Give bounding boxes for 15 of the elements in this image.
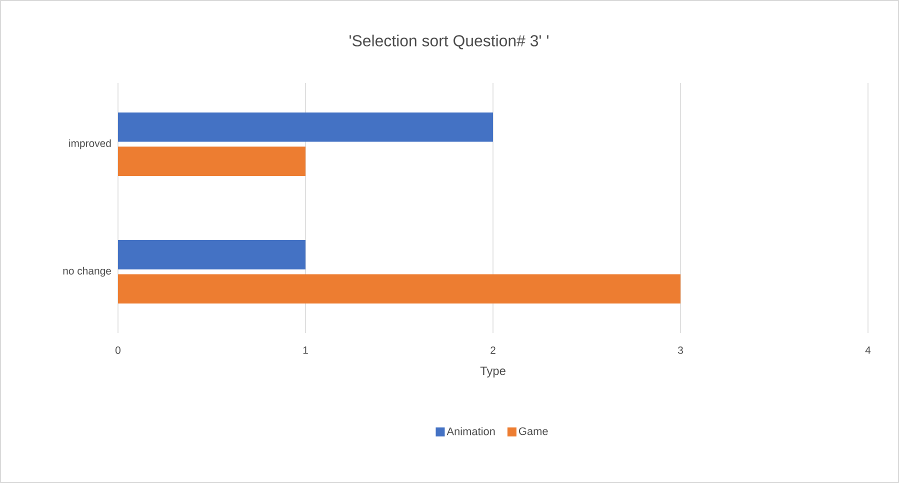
chart-title: 'Selection sort Question# 3' ': [350, 34, 548, 50]
x-tick-label: 2: [490, 346, 496, 354]
x-tick-label: 3: [678, 346, 683, 354]
x-tick-label: 1: [303, 346, 308, 354]
bar: [118, 112, 494, 142]
bar: [118, 274, 681, 304]
x-axis-title: Type: [480, 366, 506, 378]
y-tick-label: no change: [63, 266, 111, 277]
legend-label: Animation: [446, 427, 495, 436]
legend-label: Game: [518, 427, 548, 436]
bar: [118, 146, 306, 176]
x-tick-label: 4: [865, 346, 871, 354]
y-tick-label: improved: [69, 139, 111, 150]
bar: [118, 240, 306, 270]
x-tick-label: 0: [115, 346, 120, 354]
